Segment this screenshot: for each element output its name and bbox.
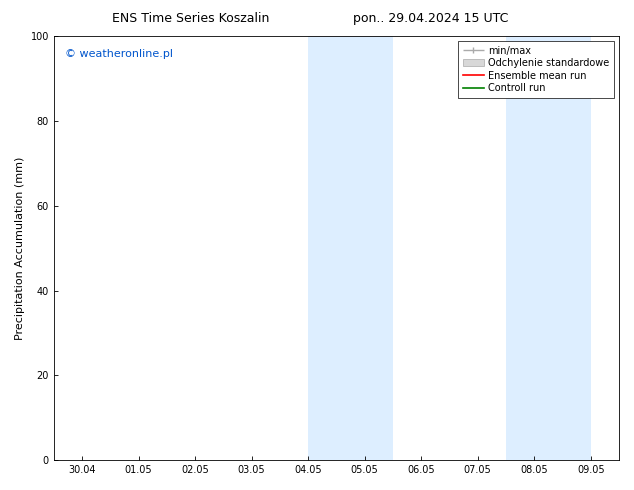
Bar <box>506 36 591 460</box>
Legend: min/max, Odchylenie standardowe, Ensemble mean run, Controll run: min/max, Odchylenie standardowe, Ensembl… <box>458 41 614 98</box>
Text: ENS Time Series Koszalin: ENS Time Series Koszalin <box>112 12 269 25</box>
Bar <box>308 36 393 460</box>
Y-axis label: Precipitation Accumulation (mm): Precipitation Accumulation (mm) <box>15 156 25 340</box>
Text: pon.. 29.04.2024 15 UTC: pon.. 29.04.2024 15 UTC <box>353 12 509 25</box>
Text: © weatheronline.pl: © weatheronline.pl <box>65 49 173 59</box>
